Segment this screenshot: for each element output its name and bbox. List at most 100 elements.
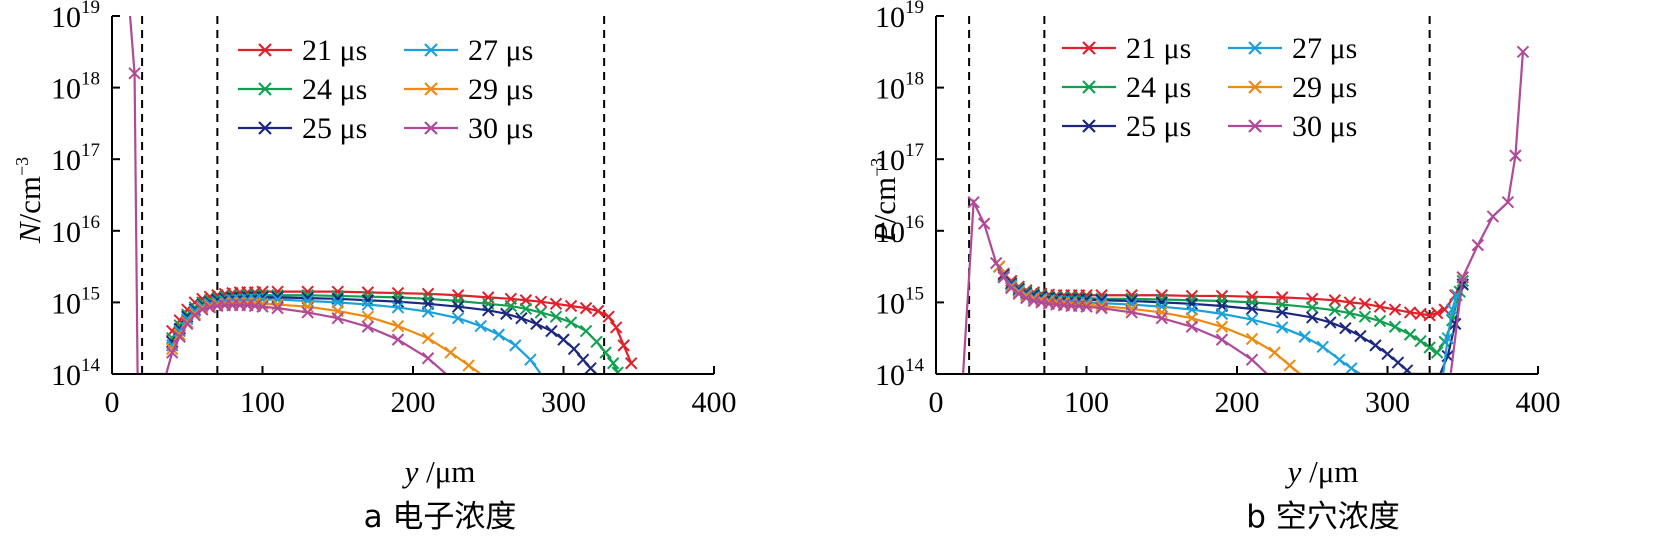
data-point-marker — [1155, 306, 1168, 319]
y-tick-base: 10 — [875, 1, 905, 34]
data-point-marker — [1245, 290, 1259, 303]
data-point-marker — [1354, 329, 1367, 343]
x-axis-title: y /μm — [1285, 454, 1359, 489]
y-tick-base: 10 — [51, 287, 81, 320]
y-tick-label: 1019 — [875, 0, 924, 34]
plot-series-group — [128, 16, 638, 374]
panel-caption: a 电子浓度 — [364, 499, 517, 535]
y-tick-exponent: 14 — [905, 355, 925, 376]
data-point-marker — [1339, 321, 1352, 335]
data-point-marker — [1324, 316, 1337, 329]
data-point-marker — [1245, 313, 1259, 326]
legend-marker — [1248, 41, 1262, 55]
data-point-marker — [1155, 300, 1168, 313]
y-tick-exponent: 16 — [81, 212, 100, 233]
legend: 21 μs 24 μs 25 μs 27 μs 29 μs 30 μs — [1062, 32, 1357, 143]
data-point-marker — [1215, 333, 1229, 346]
data-point-marker — [567, 342, 581, 356]
data-point-marker — [1020, 291, 1033, 305]
series-30us — [128, 16, 447, 374]
data-point-marker — [474, 319, 487, 333]
data-point-marker — [504, 299, 518, 313]
data-point-marker — [1245, 302, 1259, 316]
y-tick-exponent: 17 — [81, 140, 100, 161]
data-point-marker — [1423, 309, 1436, 322]
data-point-marker — [1095, 301, 1108, 315]
data-point-marker — [421, 287, 435, 301]
data-point-marker — [967, 195, 980, 209]
legend-item: 24 μs — [1062, 71, 1191, 104]
data-point-marker — [1215, 289, 1229, 303]
legend-marker — [424, 82, 438, 96]
legend-label: 21 μs — [1126, 32, 1191, 65]
data-point-marker — [530, 317, 543, 331]
legend-item: 25 μs — [238, 112, 367, 145]
data-point-marker — [500, 307, 513, 321]
data-point-marker — [590, 335, 603, 348]
data-point-marker — [391, 295, 405, 308]
data-point-marker — [1298, 330, 1311, 343]
data-point-marker — [1005, 281, 1018, 295]
x-axis-title: y /μm — [402, 454, 476, 489]
data-point-marker — [1388, 303, 1402, 316]
data-point-marker — [301, 294, 314, 308]
data-point-marker — [1358, 297, 1372, 311]
plot-series-group — [961, 45, 1530, 374]
x-tick-labels: 0 100 200 300 400 — [105, 386, 737, 419]
data-point-marker — [1516, 45, 1530, 59]
data-point-marker — [1423, 341, 1436, 354]
x-tick-label: 0 — [929, 386, 944, 419]
data-point-marker — [1275, 321, 1289, 334]
data-point-marker — [545, 324, 558, 338]
data-point-marker — [1373, 300, 1387, 313]
data-point-marker — [451, 294, 465, 308]
legend-label: 21 μs — [302, 34, 367, 67]
axes-frame — [111, 15, 715, 375]
data-point-marker — [1403, 328, 1417, 341]
y-tick-label: 1017 — [875, 140, 924, 177]
legend-label: 29 μs — [1292, 71, 1357, 104]
legend-item: 27 μs — [1228, 32, 1357, 65]
data-point-marker — [301, 306, 314, 319]
y-tick-base: 10 — [51, 359, 81, 392]
data-point-marker — [1306, 301, 1319, 314]
legend-item: 30 μs — [1228, 110, 1357, 143]
series-25us — [993, 260, 1469, 374]
y-tick-exponent: 18 — [905, 69, 924, 90]
y-tick-exponent: 19 — [905, 0, 924, 18]
data-point-marker — [1185, 297, 1199, 311]
y-tick-label: 1014 — [875, 355, 925, 392]
x-tick-labels: 0 100 200 300 400 — [929, 386, 1561, 419]
y-tick-exponent: 19 — [81, 0, 100, 18]
data-point-marker — [602, 310, 615, 323]
legend-item: 29 μs — [1228, 71, 1357, 104]
data-point-marker — [1509, 149, 1522, 162]
data-point-marker — [165, 346, 179, 359]
y-tick-exponent: 15 — [905, 283, 924, 304]
legend-marker — [258, 82, 272, 96]
data-point-marker — [173, 330, 186, 343]
data-point-marker — [462, 359, 475, 372]
data-point-marker — [1358, 310, 1372, 323]
legend-marker — [1082, 41, 1096, 55]
y-tick-base: 10 — [875, 144, 905, 177]
data-point-marker — [625, 357, 638, 370]
x-tick-label: 100 — [1064, 386, 1109, 419]
data-point-marker — [1388, 320, 1402, 333]
data-point-marker — [391, 301, 405, 314]
y-tick-label: 1018 — [875, 69, 924, 106]
data-point-marker — [188, 307, 201, 321]
y-tick-exponent: 15 — [81, 283, 100, 304]
data-point-marker — [609, 321, 623, 334]
data-point-marker — [196, 303, 209, 316]
data-point-marker — [1215, 320, 1229, 333]
y-tick-label: 1018 — [51, 69, 100, 106]
data-point-marker — [188, 309, 201, 322]
y-tick-base: 10 — [51, 144, 81, 177]
legend-label: 30 μs — [1292, 110, 1357, 143]
x-tick-label: 400 — [692, 386, 737, 419]
data-point-marker — [331, 311, 344, 325]
data-point-marker — [1155, 311, 1168, 325]
